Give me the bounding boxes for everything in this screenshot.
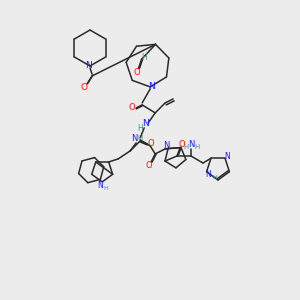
- Text: O: O: [179, 140, 185, 148]
- Text: N: N: [97, 182, 103, 190]
- Text: H: H: [137, 124, 143, 134]
- Text: H: H: [138, 135, 143, 141]
- Text: N: N: [131, 134, 137, 143]
- Text: N: N: [206, 170, 211, 179]
- Text: O: O: [148, 140, 154, 148]
- Text: N: N: [142, 119, 148, 128]
- Text: N: N: [188, 140, 194, 148]
- Text: H: H: [194, 144, 200, 150]
- Text: H: H: [142, 53, 147, 62]
- Text: H: H: [183, 144, 189, 150]
- Text: O: O: [129, 103, 136, 112]
- Text: N: N: [85, 61, 92, 70]
- Text: H: H: [212, 175, 217, 180]
- Text: N: N: [163, 141, 169, 150]
- Text: N: N: [148, 82, 154, 91]
- Text: H: H: [104, 186, 109, 191]
- Text: O: O: [80, 82, 88, 91]
- Text: N: N: [224, 152, 230, 161]
- Text: O: O: [133, 68, 140, 77]
- Text: O: O: [146, 161, 152, 170]
